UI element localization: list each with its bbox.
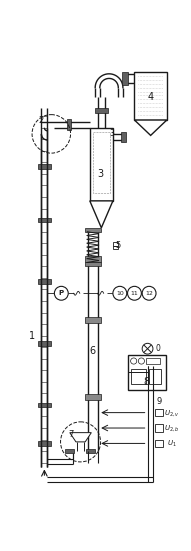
Text: 3: 3 bbox=[109, 129, 114, 138]
Text: 3: 3 bbox=[98, 169, 104, 179]
Bar bbox=[38, 218, 51, 223]
Circle shape bbox=[131, 358, 137, 364]
Bar bbox=[122, 72, 128, 85]
Polygon shape bbox=[90, 201, 113, 228]
Text: 0: 0 bbox=[155, 344, 160, 353]
Bar bbox=[121, 132, 126, 142]
Circle shape bbox=[113, 287, 127, 300]
Polygon shape bbox=[134, 120, 167, 136]
Bar bbox=[38, 403, 51, 407]
Bar bbox=[146, 358, 160, 364]
Text: 11: 11 bbox=[131, 291, 138, 296]
Bar bbox=[149, 369, 161, 384]
Circle shape bbox=[142, 343, 153, 354]
Bar bbox=[38, 164, 51, 169]
Bar bbox=[86, 449, 95, 453]
Bar bbox=[128, 355, 166, 390]
Circle shape bbox=[142, 287, 156, 300]
Text: $U_{2,b}$: $U_{2,b}$ bbox=[164, 423, 180, 433]
Bar bbox=[38, 279, 51, 284]
Text: $U_{2,v}$: $U_{2,v}$ bbox=[164, 408, 180, 418]
Text: 2: 2 bbox=[39, 116, 44, 125]
Text: 12: 12 bbox=[145, 291, 153, 296]
Bar bbox=[85, 228, 101, 231]
Bar bbox=[38, 441, 51, 446]
Bar bbox=[85, 394, 101, 400]
Polygon shape bbox=[70, 433, 91, 442]
Bar bbox=[155, 409, 163, 417]
Circle shape bbox=[138, 358, 144, 364]
Bar bbox=[155, 440, 163, 447]
Bar bbox=[95, 109, 108, 113]
Bar bbox=[90, 128, 113, 201]
Text: 10: 10 bbox=[116, 291, 124, 296]
Text: 4: 4 bbox=[148, 92, 154, 102]
Text: 7: 7 bbox=[69, 430, 74, 439]
Bar bbox=[67, 119, 71, 130]
Text: 5: 5 bbox=[116, 241, 121, 250]
Text: P: P bbox=[59, 290, 64, 296]
Circle shape bbox=[128, 287, 141, 300]
Bar bbox=[155, 424, 163, 432]
Bar bbox=[131, 369, 146, 384]
Bar bbox=[93, 132, 110, 193]
Text: 9: 9 bbox=[156, 397, 162, 406]
Bar bbox=[134, 72, 167, 120]
Bar bbox=[38, 341, 51, 345]
Circle shape bbox=[54, 287, 68, 300]
Bar bbox=[85, 262, 101, 266]
Text: 8: 8 bbox=[144, 377, 150, 387]
Bar bbox=[65, 449, 74, 453]
Text: 6: 6 bbox=[90, 346, 96, 356]
Bar bbox=[85, 317, 101, 323]
Text: $U_1$: $U_1$ bbox=[167, 438, 177, 449]
Text: 1: 1 bbox=[29, 331, 35, 341]
Bar bbox=[85, 256, 101, 262]
Bar bbox=[113, 242, 117, 250]
